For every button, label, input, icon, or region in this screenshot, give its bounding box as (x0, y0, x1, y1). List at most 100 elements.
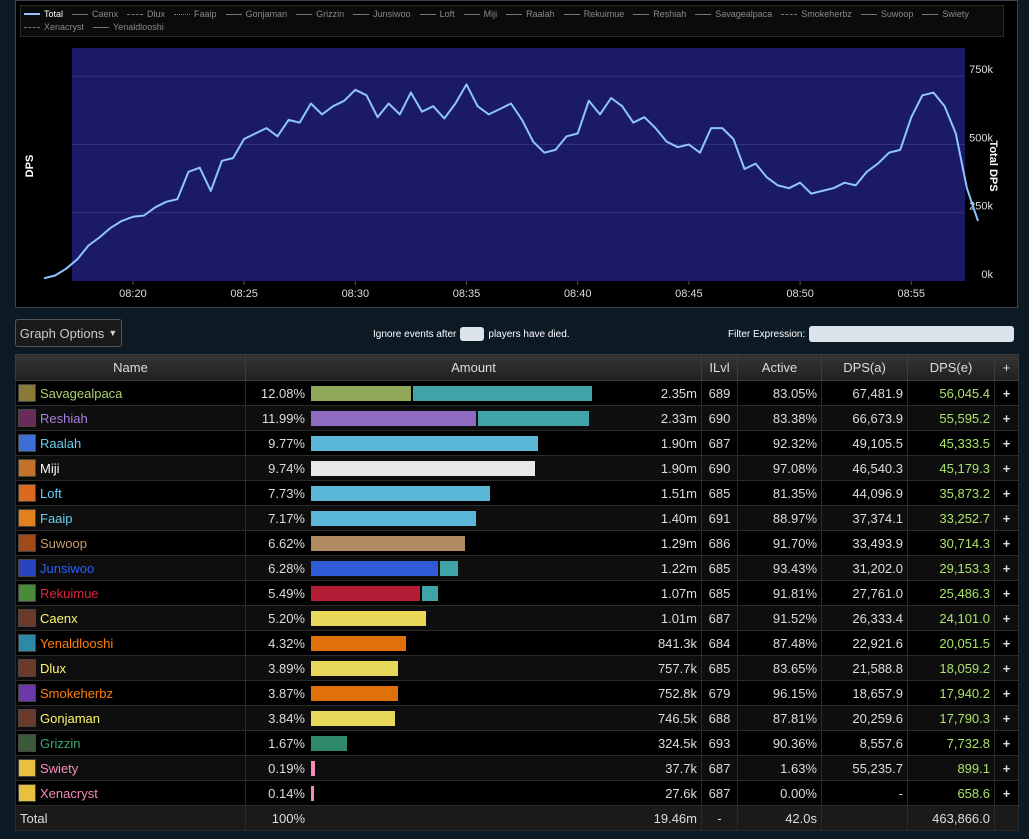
expand-row-button[interactable]: + (994, 630, 1019, 656)
legend-item-smokeherbz[interactable]: Smokeherbz (781, 9, 852, 19)
table-row[interactable]: Faaip 7.17% 1.40m 691 88.97% 37,374.1 33,252.7… (15, 505, 1019, 531)
table-row[interactable]: Caenx 5.20% 1.01m 687 91.52% 26,333.4 24,101.0… (15, 605, 1019, 631)
table-row[interactable]: Gonjaman 3.84% 746.5k 688 87.81% 20,259.6 17,7… (15, 705, 1019, 731)
table-row[interactable]: Savagealpaca 12.08% 2.35m 689 83.05% 67,481.9… (15, 380, 1019, 406)
player-name-cell[interactable]: Raalah (15, 430, 246, 456)
expand-row-button[interactable]: + (994, 505, 1019, 531)
expand-all-button[interactable]: + (994, 354, 1019, 381)
player-name-cell[interactable]: Swiety (15, 755, 246, 781)
expand-row-button[interactable]: + (994, 780, 1019, 806)
legend-item-suwoop[interactable]: Suwoop (860, 9, 913, 19)
table-row[interactable]: Rekuimue 5.49% 1.07m 685 91.81% 27,761.0 25,48… (15, 580, 1019, 606)
legend-item-caenx[interactable]: Caenx (72, 9, 118, 19)
player-name-cell[interactable]: Reshiah (15, 405, 246, 431)
player-name-cell[interactable]: Rekuimue (15, 580, 246, 606)
expand-row-button[interactable]: + (994, 605, 1019, 631)
column-header-dps-e[interactable]: DPS(e) (907, 354, 995, 381)
player-name-cell[interactable]: Suwoop (15, 530, 246, 556)
damage-bar (311, 610, 591, 626)
expand-row-button[interactable]: + (994, 730, 1019, 756)
table-row[interactable]: Smokeherbz 3.87% 752.8k 679 96.15% 18,657.9 17… (15, 680, 1019, 706)
expand-row-button[interactable]: + (994, 405, 1019, 431)
legend-item-total[interactable]: Total (24, 9, 63, 19)
legend-item-gonjaman[interactable]: Gonjaman (225, 9, 287, 19)
column-header-amount[interactable]: Amount (245, 354, 702, 381)
player-name-cell[interactable]: Loft (15, 480, 246, 506)
legend-item-reshiah[interactable]: Reshiah (633, 9, 686, 19)
spec-icon (18, 459, 36, 477)
player-name-cell[interactable]: Gonjaman (15, 705, 246, 731)
legend-item-grizzin[interactable]: Grizzin (296, 9, 344, 19)
expand-row-button[interactable]: + (994, 455, 1019, 481)
expand-row-button[interactable]: + (994, 555, 1019, 581)
dps-e-cell: 18,059.2 (907, 655, 995, 681)
legend-item-miji[interactable]: Miji (463, 9, 497, 19)
table-row[interactable]: Suwoop 6.62% 1.29m 686 91.70% 33,493.9 30,714.… (15, 530, 1019, 556)
expand-row-button[interactable]: + (994, 680, 1019, 706)
table-row[interactable]: Junsiwoo 6.28% 1.22m 685 93.43% 31,202.0 29,15… (15, 555, 1019, 581)
table-row[interactable]: Dlux 3.89% 757.7k 685 83.65% 21,588.8 18,059.2… (15, 655, 1019, 681)
active-cell: 91.81% (737, 580, 822, 606)
player-name: Faaip (40, 510, 73, 526)
graph-options-dropdown[interactable]: Graph Options ▼ (15, 319, 122, 347)
damage-bar-segment (311, 560, 439, 576)
table-row[interactable]: Swiety 0.19% 37.7k 687 1.63% 55,235.7 899.1 + (15, 755, 1019, 781)
player-name-cell[interactable]: Junsiwoo (15, 555, 246, 581)
player-name-cell[interactable]: Yenaldlooshi (15, 630, 246, 656)
ignore-deaths-input[interactable] (460, 327, 485, 341)
legend-swatch (93, 26, 110, 28)
expand-row-button[interactable]: + (994, 380, 1019, 406)
legend-item-rekuimue[interactable]: Rekuimue (563, 9, 624, 19)
column-header-active[interactable]: Active (737, 354, 822, 381)
player-name-cell[interactable]: Grizzin (15, 730, 246, 756)
player-name-cell[interactable]: Savagealpaca (15, 380, 246, 406)
spec-icon (18, 609, 36, 627)
table-row[interactable]: Loft 7.73% 1.51m 685 81.35% 44,096.9 35,873.2 + (15, 480, 1019, 506)
amount-value: 1.07m (660, 585, 697, 601)
legend-item-junsiwoo[interactable]: Junsiwoo (353, 9, 411, 19)
legend-item-dlux[interactable]: Dlux (127, 9, 165, 19)
legend-item-loft[interactable]: Loft (419, 9, 455, 19)
table-row[interactable]: Yenaldlooshi 4.32% 841.3k 684 87.48% 22,921.6… (15, 630, 1019, 656)
column-header-ilvl[interactable]: ILvl (701, 354, 738, 381)
dps-e-cell: 20,051.5 (907, 630, 995, 656)
player-name-cell[interactable]: Smokeherbz (15, 680, 246, 706)
expand-row-button[interactable]: + (994, 480, 1019, 506)
filter-expression-input[interactable] (809, 326, 1015, 342)
legend-item-swiety[interactable]: Swiety (922, 9, 969, 19)
column-header-dps-a[interactable]: DPS(a) (821, 354, 908, 381)
expand-row-button[interactable]: + (994, 580, 1019, 606)
amount-cell: 5.20% 1.01m (245, 605, 702, 631)
damage-bar-segment (311, 760, 316, 776)
player-name-cell[interactable]: Dlux (15, 655, 246, 681)
table-row[interactable]: Reshiah 11.99% 2.33m 690 83.38% 66,673.9 55,59… (15, 405, 1019, 431)
legend-item-yenaldlooshi[interactable]: Yenaldlooshi (93, 22, 164, 32)
damage-bar-segment (311, 710, 395, 726)
expand-row-button[interactable]: + (994, 755, 1019, 781)
legend-item-raalah[interactable]: Raalah (506, 9, 555, 19)
expand-row-button[interactable]: + (994, 705, 1019, 731)
player-name: Raalah (40, 435, 82, 451)
legend-item-faaip[interactable]: Faaip (174, 9, 217, 19)
legend-item-xenacryst[interactable]: Xenacryst (24, 22, 84, 32)
expand-row-button[interactable]: + (994, 530, 1019, 556)
amount-cell: 9.74% 1.90m (245, 455, 702, 481)
expand-row-button[interactable]: + (994, 655, 1019, 681)
expand-row-button[interactable]: + (994, 430, 1019, 456)
column-header-name[interactable]: Name (15, 354, 246, 381)
table-row[interactable]: Grizzin 1.67% 324.5k 693 90.36% 8,557.6 7,732.… (15, 730, 1019, 756)
table-row[interactable]: Xenacryst 0.14% 27.6k 687 0.00% -658.6 + (15, 780, 1019, 806)
dps-a-cell: 26,333.4 (821, 605, 908, 631)
player-name-cell[interactable]: Caenx (15, 605, 246, 631)
player-name-cell[interactable]: Faaip (15, 505, 246, 531)
table-row[interactable]: Miji 9.74% 1.90m 690 97.08% 46,540.3 45,179.3 + (15, 455, 1019, 481)
table-row[interactable]: Raalah 9.77% 1.90m 687 92.32% 49,105.5 45,333.… (15, 430, 1019, 456)
player-name: Junsiwoo (40, 560, 95, 576)
player-name-cell[interactable]: Miji (15, 455, 246, 481)
total-label: Total (15, 805, 246, 831)
player-name-cell[interactable]: Xenacryst (15, 780, 246, 806)
plot-area (72, 48, 965, 281)
legend-item-savagealpaca[interactable]: Savagealpaca (695, 9, 772, 19)
spec-icon (18, 684, 36, 702)
ilvl-cell: 685 (701, 580, 738, 606)
